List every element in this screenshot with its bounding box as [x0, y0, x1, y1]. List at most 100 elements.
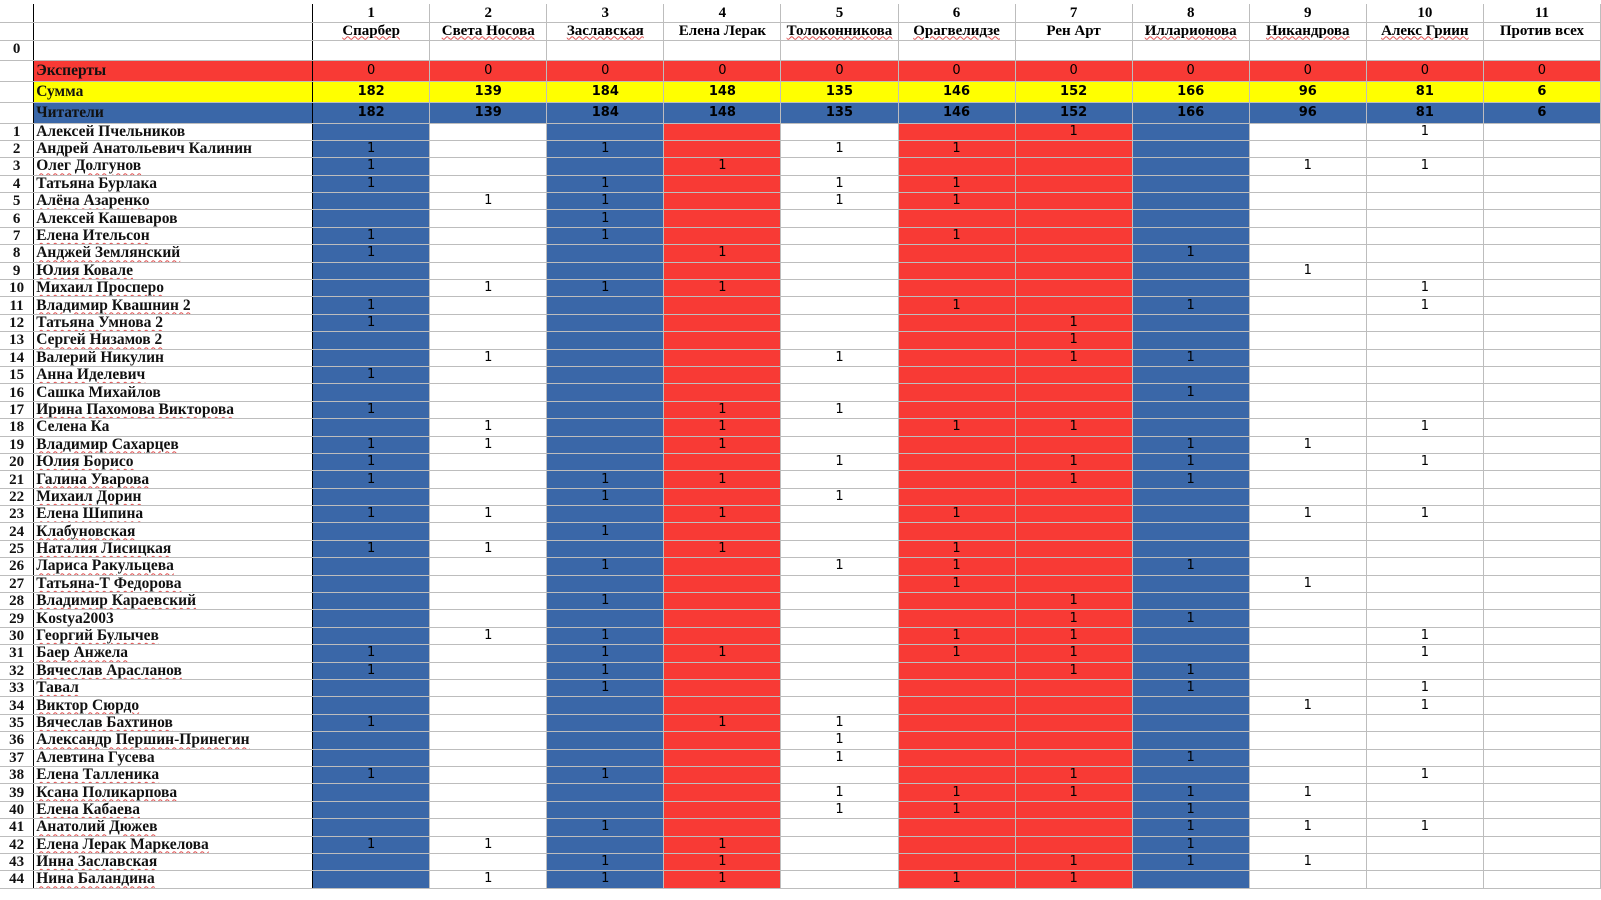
vote-cell[interactable]	[429, 696, 548, 715]
vote-cell[interactable]	[780, 696, 899, 715]
row-index[interactable]: 21	[0, 470, 35, 489]
vote-cell[interactable]	[780, 836, 899, 854]
vote-cell[interactable]	[1483, 592, 1601, 611]
vote-cell[interactable]	[1366, 557, 1484, 576]
summary-value[interactable]: 0	[546, 60, 665, 82]
vote-cell[interactable]	[898, 262, 1016, 281]
row-index[interactable]: 31	[0, 644, 35, 663]
vote-cell[interactable]	[312, 679, 431, 698]
row-index[interactable]: 20	[0, 453, 35, 472]
vote-cell[interactable]: 1	[1132, 749, 1250, 767]
vote-cell[interactable]: 1	[312, 836, 431, 854]
vote-cell[interactable]	[1249, 488, 1367, 507]
column-number[interactable]: 6	[898, 4, 1016, 23]
vote-cell[interactable]	[663, 696, 782, 715]
vote-cell[interactable]: 1	[898, 418, 1016, 437]
summary-value[interactable]: 166	[1132, 102, 1250, 124]
vote-cell[interactable]	[1366, 331, 1484, 350]
vote-cell[interactable]	[1015, 488, 1133, 507]
row-index[interactable]: 3	[0, 157, 35, 176]
vote-cell[interactable]	[780, 853, 899, 872]
vote-cell[interactable]: 1	[312, 662, 431, 681]
vote-cell[interactable]	[1366, 262, 1484, 281]
vote-cell[interactable]	[312, 331, 431, 350]
vote-cell[interactable]	[1132, 696, 1250, 715]
column-header-cell[interactable]: Против всех	[1483, 22, 1601, 41]
row-index[interactable]: 25	[0, 540, 35, 559]
vote-cell[interactable]	[1015, 296, 1133, 315]
vote-cell[interactable]	[1249, 679, 1367, 698]
vote-cell[interactable]: 1	[546, 470, 665, 489]
vote-cell[interactable]	[1015, 175, 1133, 194]
vote-cell[interactable]	[898, 436, 1016, 454]
vote-cell[interactable]	[312, 279, 431, 298]
vote-cell[interactable]: 1	[898, 783, 1016, 802]
vote-cell[interactable]: 1	[1249, 436, 1367, 454]
vote-cell[interactable]	[780, 262, 899, 281]
vote-cell[interactable]	[429, 262, 548, 281]
vote-cell[interactable]	[429, 749, 548, 767]
summary-value[interactable]: 6	[1483, 81, 1601, 103]
vote-cell[interactable]: 1	[429, 349, 548, 367]
vote-cell[interactable]	[429, 679, 548, 698]
empty-cell[interactable]	[663, 40, 782, 61]
vote-cell[interactable]	[312, 627, 431, 646]
vote-cell[interactable]	[898, 314, 1016, 333]
participant-name-cell[interactable]: Елена Ительсон	[33, 227, 314, 246]
vote-cell[interactable]	[780, 366, 899, 385]
summary-value[interactable]: 148	[663, 81, 782, 103]
vote-cell[interactable]	[1132, 331, 1250, 350]
participant-name-cell[interactable]: Владимир Квашнин 2	[33, 296, 314, 315]
header-blank-cell[interactable]	[33, 22, 314, 41]
vote-cell[interactable]: 1	[429, 418, 548, 437]
vote-cell[interactable]: 1	[898, 140, 1016, 159]
vote-cell[interactable]	[1249, 644, 1367, 663]
participant-name-cell[interactable]: Сергей Низамов 2	[33, 331, 314, 350]
summary-value[interactable]: 0	[1483, 60, 1601, 82]
vote-cell[interactable]: 1	[1015, 609, 1133, 628]
participant-name-cell[interactable]: Наталия Лисицкая	[33, 540, 314, 559]
vote-cell[interactable]	[1132, 140, 1250, 159]
vote-cell[interactable]	[1483, 836, 1601, 854]
vote-cell[interactable]	[429, 488, 548, 507]
vote-cell[interactable]: 1	[312, 540, 431, 559]
vote-cell[interactable]	[898, 157, 1016, 176]
empty-cell[interactable]	[429, 40, 548, 61]
row-index[interactable]: 10	[0, 279, 35, 298]
vote-cell[interactable]	[1132, 766, 1250, 785]
vote-cell[interactable]	[1015, 366, 1133, 385]
vote-cell[interactable]	[1015, 731, 1133, 750]
vote-cell[interactable]	[780, 227, 899, 246]
participant-name-cell[interactable]: Алёна Азаренко	[33, 192, 314, 211]
vote-cell[interactable]: 1	[1132, 853, 1250, 872]
vote-cell[interactable]	[663, 801, 782, 820]
summary-value[interactable]: 0	[663, 60, 782, 82]
vote-cell[interactable]	[1483, 662, 1601, 681]
vote-cell[interactable]: 1	[663, 157, 782, 176]
vote-cell[interactable]: 1	[663, 279, 782, 298]
participant-name-cell[interactable]: Елена Талленика	[33, 766, 314, 785]
summary-label[interactable]: Сумма	[33, 81, 314, 103]
vote-cell[interactable]: 1	[546, 766, 665, 785]
vote-cell[interactable]	[1483, 366, 1601, 385]
vote-cell[interactable]: 1	[546, 175, 665, 194]
summary-value[interactable]: 152	[1015, 102, 1133, 124]
vote-cell[interactable]	[1249, 418, 1367, 437]
vote-cell[interactable]	[1015, 749, 1133, 767]
participant-name-cell[interactable]: Баер Анжела	[33, 644, 314, 663]
row-index[interactable]	[0, 81, 35, 103]
vote-cell[interactable]	[780, 157, 899, 176]
vote-cell[interactable]	[312, 749, 431, 767]
vote-cell[interactable]	[1483, 749, 1601, 767]
vote-cell[interactable]	[1483, 349, 1601, 367]
row-index[interactable]: 13	[0, 331, 35, 350]
vote-cell[interactable]	[898, 609, 1016, 628]
participant-name-cell[interactable]: Инна Заславская	[33, 853, 314, 872]
vote-cell[interactable]	[429, 766, 548, 785]
vote-cell[interactable]: 1	[1249, 157, 1367, 176]
vote-cell[interactable]	[1483, 818, 1601, 837]
vote-cell[interactable]: 1	[429, 436, 548, 454]
vote-cell[interactable]	[1249, 592, 1367, 611]
participant-name-cell[interactable]: Георгий Булычев	[33, 627, 314, 646]
row-index[interactable]: 7	[0, 227, 35, 246]
